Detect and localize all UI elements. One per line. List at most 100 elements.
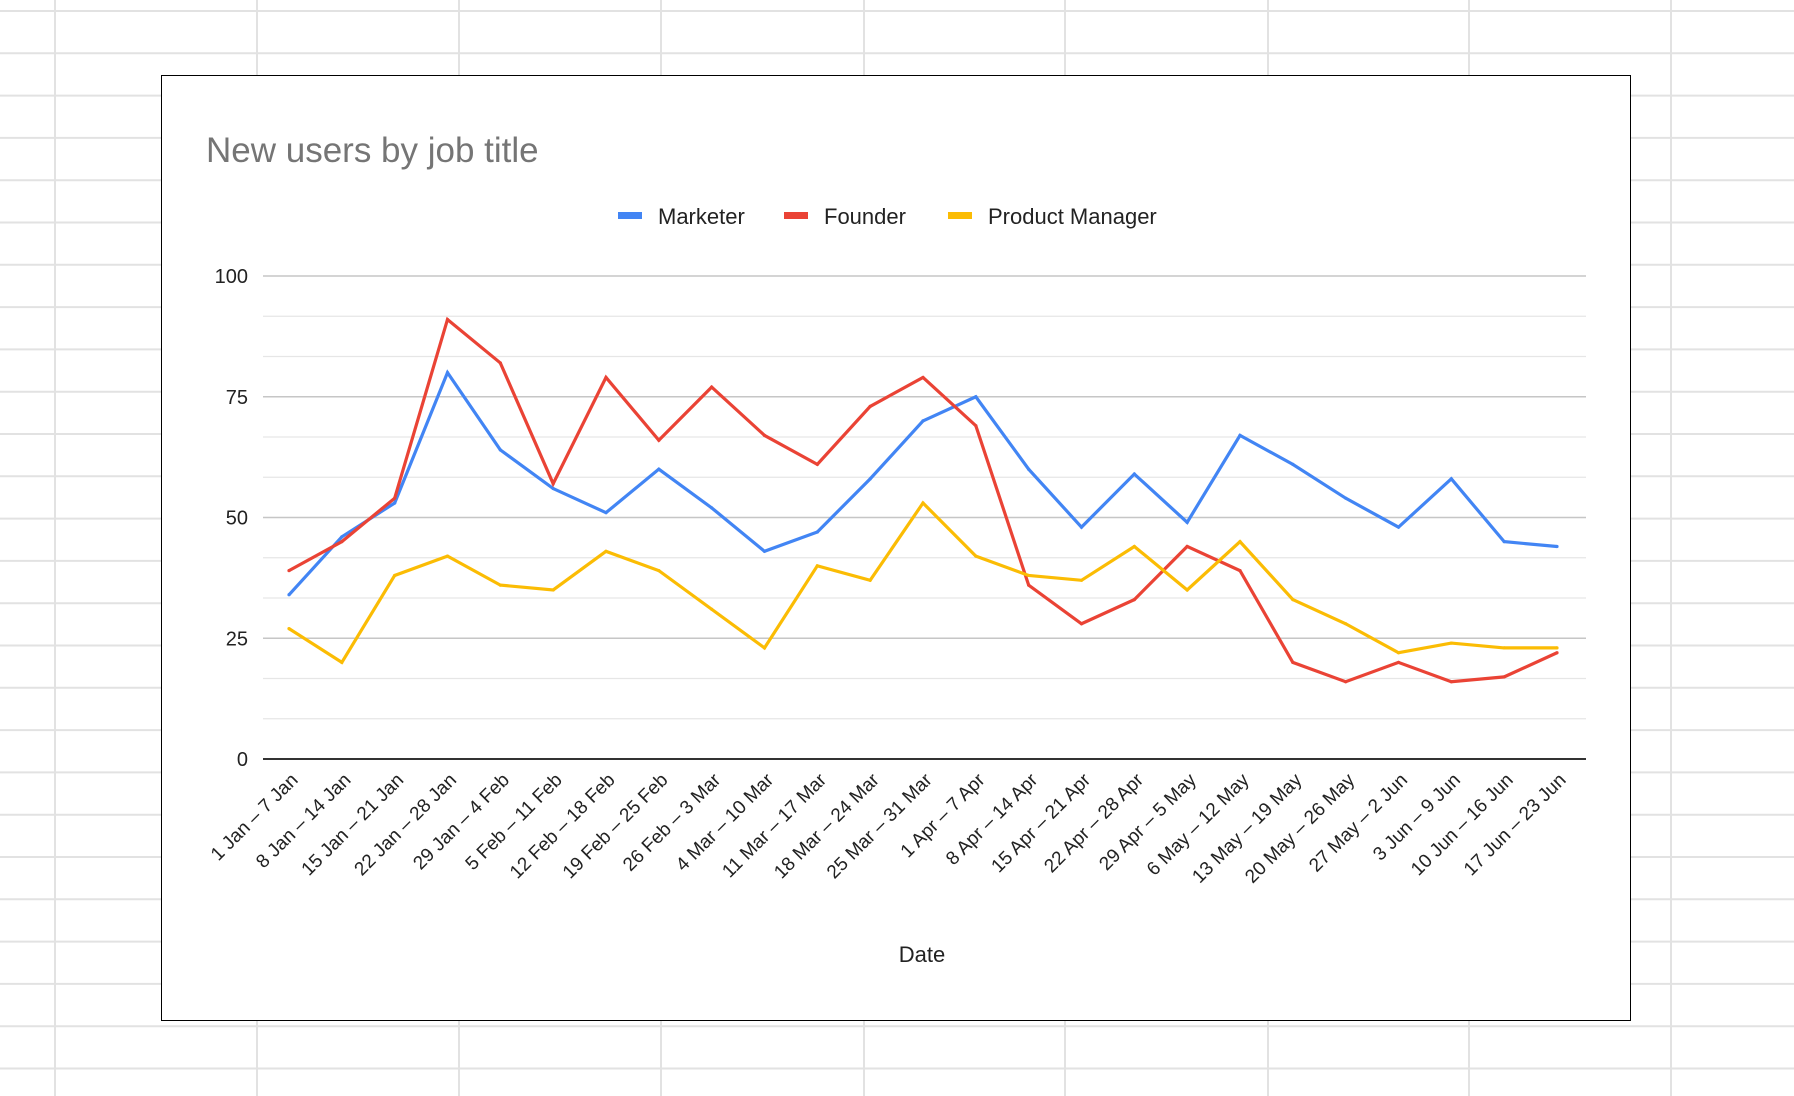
x-tick-label: 8 Jan – 14 Jan	[252, 770, 355, 873]
data-point	[710, 607, 714, 611]
data-point	[762, 433, 767, 437]
data-point	[1449, 477, 1453, 481]
data-point	[1079, 578, 1084, 582]
data-point	[815, 530, 819, 534]
legend: Marketer Founder Product Manager	[618, 204, 1157, 229]
data-point	[1449, 680, 1453, 684]
data-point	[657, 569, 661, 573]
data-point	[1027, 467, 1031, 471]
x-tick-label: 8 Apr – 14 Apr	[942, 769, 1042, 869]
legend-swatch	[948, 212, 972, 219]
data-point	[1238, 433, 1242, 437]
data-point	[868, 477, 872, 481]
data-point	[868, 404, 872, 409]
data-point	[1132, 544, 1136, 549]
y-tick-label: 0	[237, 749, 248, 771]
series-line-founder	[288, 316, 1558, 684]
data-point	[498, 361, 502, 365]
data-point	[1344, 680, 1348, 684]
data-point	[498, 448, 502, 452]
y-tick-label: 75	[226, 387, 248, 409]
data-point	[551, 482, 555, 486]
data-point	[921, 419, 925, 423]
data-point	[445, 554, 450, 558]
data-point	[1238, 540, 1242, 544]
data-point	[1027, 583, 1031, 587]
data-point	[1344, 496, 1348, 500]
data-point	[340, 535, 344, 539]
data-point	[974, 424, 978, 428]
data-point	[340, 540, 344, 544]
data-point	[551, 486, 555, 491]
chart-title: New users by job title	[206, 131, 539, 170]
data-point	[393, 501, 397, 505]
data-point	[287, 569, 291, 573]
data-point	[1027, 573, 1031, 578]
data-point	[287, 626, 291, 631]
data-point	[762, 646, 767, 650]
data-point	[815, 564, 819, 568]
data-point	[393, 573, 397, 578]
data-point	[762, 549, 767, 553]
data-point	[551, 588, 555, 592]
x-axis-label: Date	[899, 942, 945, 967]
data-point	[921, 501, 925, 505]
data-point	[710, 506, 714, 510]
data-point	[1344, 622, 1348, 626]
legend-swatch	[784, 212, 808, 219]
data-point	[1502, 540, 1506, 544]
data-point	[1238, 569, 1242, 573]
data-point	[604, 511, 608, 515]
gridlines	[263, 275, 1586, 760]
data-point	[1396, 660, 1401, 665]
data-point	[1396, 651, 1401, 655]
legend-label: Product Manager	[988, 204, 1157, 229]
data-point	[1079, 525, 1084, 529]
data-point	[710, 385, 714, 389]
line-chart: New users by job title Marketer Founder Pr…	[206, 131, 1586, 967]
series-line-marketer	[287, 369, 1558, 596]
data-point	[1502, 675, 1506, 679]
data-point	[393, 496, 397, 500]
data-point	[1079, 622, 1084, 626]
data-point	[498, 583, 502, 587]
y-tick-label: 50	[226, 508, 248, 530]
data-point	[1291, 660, 1295, 665]
data-point	[340, 660, 344, 665]
data-point	[657, 467, 661, 471]
data-point	[604, 375, 608, 380]
data-point	[1185, 520, 1189, 524]
data-point	[974, 554, 978, 558]
data-point	[1396, 525, 1401, 529]
data-point	[1502, 646, 1506, 650]
data-point	[604, 549, 608, 553]
data-point	[1555, 544, 1559, 549]
y-tick-label: 100	[215, 266, 248, 288]
y-axis-ticks: 0 25 50 75 100	[215, 266, 248, 771]
data-point	[445, 317, 450, 322]
data-point	[1555, 651, 1559, 655]
data-point	[1185, 544, 1189, 549]
legend-label: Marketer	[658, 204, 745, 229]
series-lines	[287, 316, 1559, 684]
data-point	[1185, 588, 1189, 592]
legend-swatch	[618, 212, 642, 219]
data-point	[445, 371, 450, 375]
data-point	[868, 578, 872, 582]
data-point	[1132, 598, 1136, 602]
data-point	[974, 395, 978, 399]
legend-label: Founder	[824, 204, 906, 229]
data-point	[1291, 462, 1295, 466]
y-tick-label: 25	[226, 628, 248, 650]
data-point	[1555, 646, 1559, 650]
data-point	[287, 593, 291, 597]
data-point	[1291, 598, 1295, 602]
data-point	[657, 438, 661, 442]
x-tick-label: 29 Jan – 4 Feb	[409, 770, 513, 874]
chart-container[interactable]: New users by job title Marketer Founder Pr…	[161, 75, 1631, 1021]
data-point	[1132, 472, 1136, 476]
data-point	[1449, 641, 1453, 645]
data-point	[815, 462, 819, 466]
data-point	[921, 375, 925, 380]
